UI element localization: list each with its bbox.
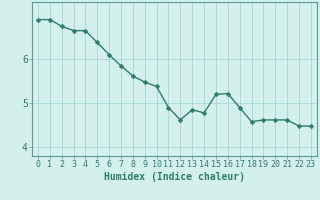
X-axis label: Humidex (Indice chaleur): Humidex (Indice chaleur) [104, 172, 245, 182]
